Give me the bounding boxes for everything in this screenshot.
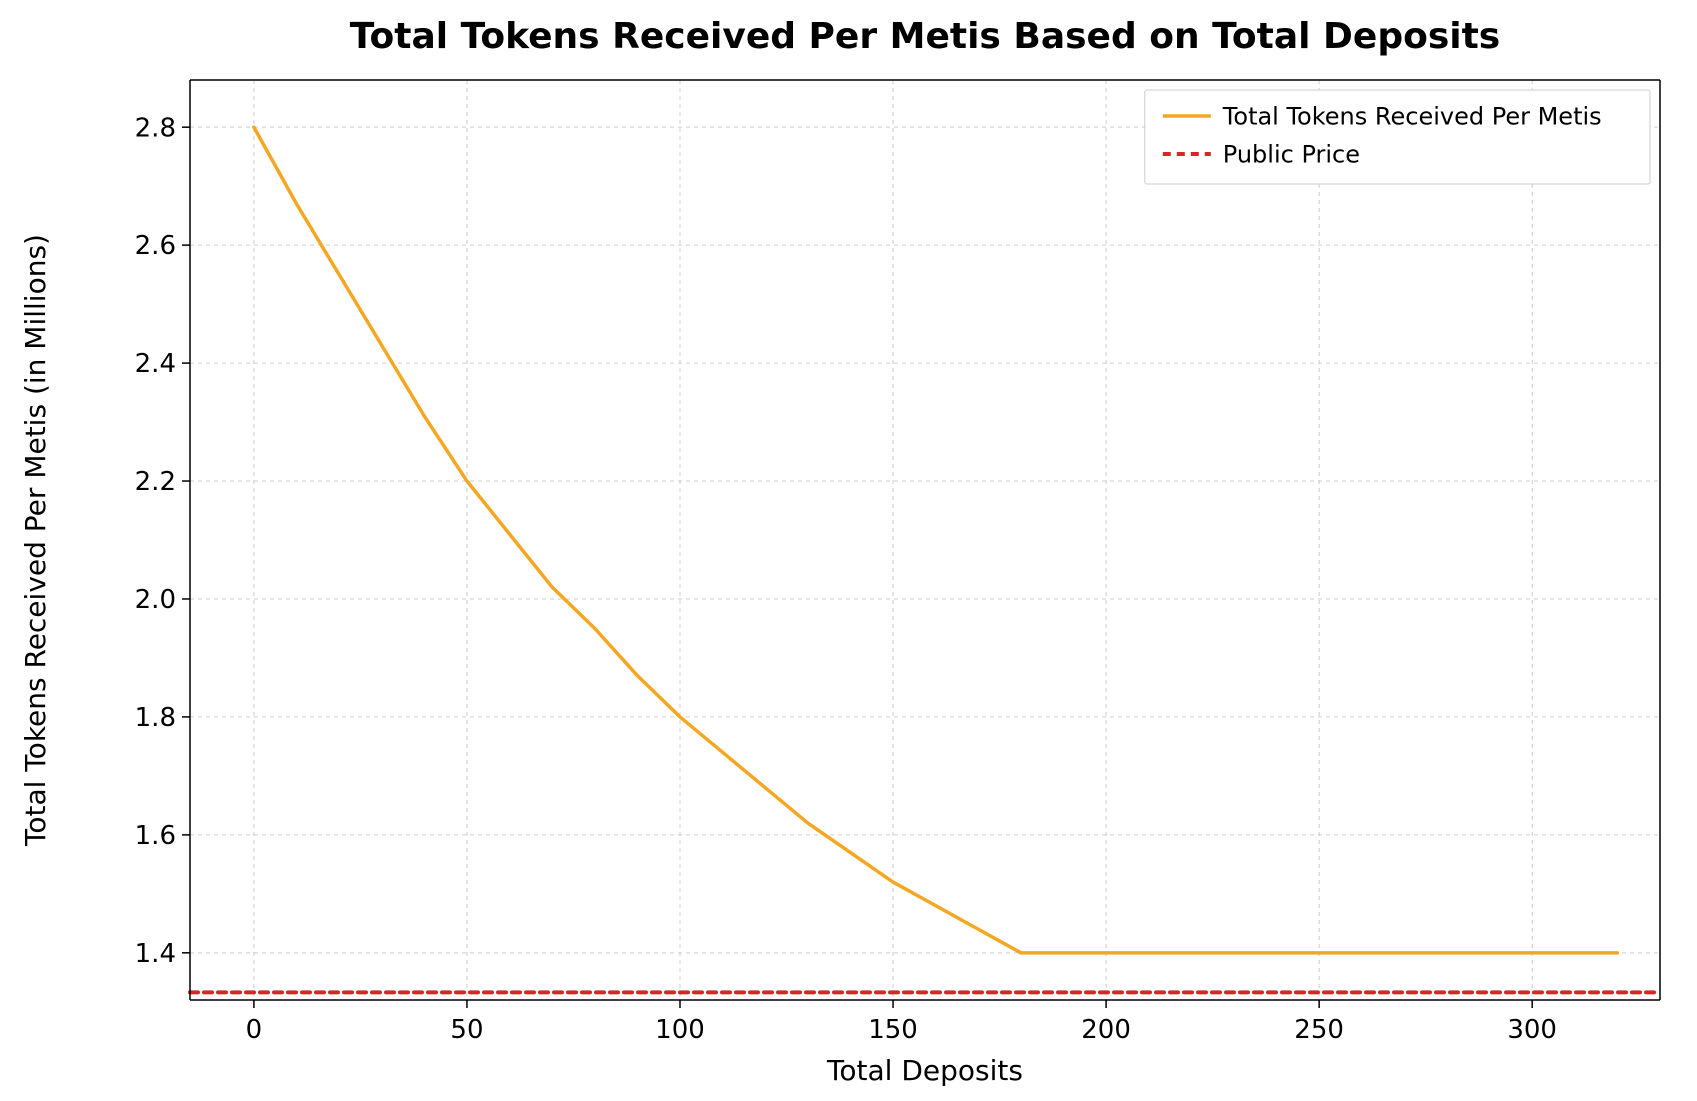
xtick-label: 50: [450, 1015, 483, 1045]
y-axis-label: Total Tokens Received Per Metis (in Mill…: [19, 234, 52, 847]
xtick-label: 200: [1081, 1015, 1131, 1045]
chart-container: 0 50 100 150 200 250 300 1.4 1.6 1.8 2.0 2.2 2.4 2.6 2…: [0, 0, 1697, 1101]
ytick-label: 2.8: [135, 113, 176, 143]
ytick-label: 1.8: [135, 703, 176, 733]
chart-svg: 0 50 100 150 200 250 300 1.4 1.6 1.8 2.0 2.2 2.4 2.6 2…: [0, 0, 1697, 1101]
legend-label: Public Price: [1223, 140, 1360, 168]
xtick-label: 250: [1294, 1015, 1344, 1045]
ytick-label: 1.4: [135, 939, 176, 969]
ytick-label: 2.4: [135, 349, 176, 379]
ytick-label: 1.6: [135, 821, 176, 851]
ytick-label: 2.2: [135, 467, 176, 497]
xtick-label: 150: [868, 1015, 918, 1045]
legend-label: Total Tokens Received Per Metis: [1222, 102, 1602, 130]
chart-title: Total Tokens Received Per Metis Based on…: [350, 16, 1501, 57]
xtick-label: 0: [246, 1015, 263, 1045]
ytick-label: 2.6: [135, 231, 176, 261]
x-axis-label: Total Deposits: [826, 1054, 1023, 1087]
ytick-label: 2.0: [135, 585, 176, 615]
xtick-label: 100: [655, 1015, 705, 1045]
xtick-label: 300: [1507, 1015, 1557, 1045]
